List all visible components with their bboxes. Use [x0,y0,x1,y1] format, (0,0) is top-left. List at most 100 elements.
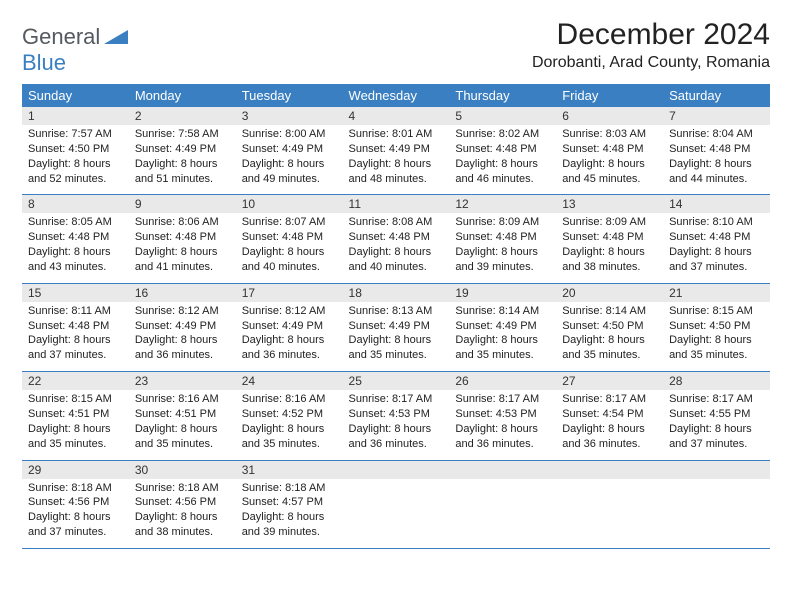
daylight-line: Daylight: 8 hours and 49 minutes. [242,157,337,187]
sunrise-line: Sunrise: 8:17 AM [562,392,657,407]
calendar-page: General Blue December 2024 Dorobanti, Ar… [0,0,792,567]
daynum-cell: 3 [236,107,343,125]
sunrise-line: Sunrise: 8:01 AM [349,127,444,142]
day-cell: Sunrise: 8:03 AMSunset: 4:48 PMDaylight:… [556,125,663,195]
daylight-line: Daylight: 8 hours and 37 minutes. [28,333,123,363]
sunset-line: Sunset: 4:50 PM [28,142,123,157]
sunset-line: Sunset: 4:50 PM [562,319,657,334]
daylight-line: Daylight: 8 hours and 38 minutes. [562,245,657,275]
daylight-line: Daylight: 8 hours and 35 minutes. [349,333,444,363]
sunset-line: Sunset: 4:49 PM [242,319,337,334]
daynum-cell: 12 [449,195,556,214]
sunrise-line: Sunrise: 8:03 AM [562,127,657,142]
col-thursday: Thursday [449,84,556,107]
sunset-line: Sunset: 4:51 PM [28,407,123,422]
day-cell: Sunrise: 8:08 AMSunset: 4:48 PMDaylight:… [343,213,450,283]
logo: General Blue [22,18,128,76]
daylight-line: Daylight: 8 hours and 35 minutes. [669,333,764,363]
sunrise-line: Sunrise: 8:18 AM [135,481,230,496]
week-5-daynum-row: 293031 [22,460,770,479]
sunrise-line: Sunrise: 8:11 AM [28,304,123,319]
title-block: December 2024 Dorobanti, Arad County, Ro… [532,18,770,72]
sunrise-line: Sunrise: 8:12 AM [135,304,230,319]
day-cell: Sunrise: 8:17 AMSunset: 4:55 PMDaylight:… [663,390,770,460]
daynum-cell: 9 [129,195,236,214]
daynum-cell: 5 [449,107,556,125]
page-header: General Blue December 2024 Dorobanti, Ar… [22,18,770,76]
day-cell: Sunrise: 8:16 AMSunset: 4:52 PMDaylight:… [236,390,343,460]
daylight-line: Daylight: 8 hours and 40 minutes. [242,245,337,275]
day-cell: Sunrise: 8:18 AMSunset: 4:56 PMDaylight:… [129,479,236,549]
daynum-cell: 22 [22,372,129,391]
col-friday: Friday [556,84,663,107]
daylight-line: Daylight: 8 hours and 41 minutes. [135,245,230,275]
daylight-line: Daylight: 8 hours and 36 minutes. [349,422,444,452]
daynum-cell: 21 [663,283,770,302]
daynum-cell: 25 [343,372,450,391]
sunrise-line: Sunrise: 8:15 AM [28,392,123,407]
week-1-content-row: Sunrise: 7:57 AMSunset: 4:50 PM Daylight:… [22,125,770,195]
sunrise-line: Sunrise: 7:58 AM [135,127,230,142]
day-cell: Sunrise: 8:13 AMSunset: 4:49 PMDaylight:… [343,302,450,372]
sunrise-line: Sunrise: 8:12 AM [242,304,337,319]
sunrise-line: Sunrise: 8:14 AM [455,304,550,319]
daynum-cell: 17 [236,283,343,302]
calendar-body: 1234567Sunrise: 7:57 AMSunset: 4:50 PMDa… [22,107,770,548]
day-cell: Sunrise: 8:02 AMSunset: 4:48 PMDaylight:… [449,125,556,195]
sunset-line: Sunset: 4:49 PM [349,142,444,157]
daynum-cell: 4 [343,107,450,125]
sunset-line: Sunset: 4:48 PM [135,230,230,245]
daylight-line: Daylight: 8 hours and 39 minutes. [242,510,337,540]
sunset-line: Sunset: 4:55 PM [669,407,764,422]
sunset-line: Sunset: 4:48 PM [242,230,337,245]
sunrise-line: Sunrise: 8:06 AM [135,215,230,230]
day-cell: Sunrise: 8:14 AMSunset: 4:50 PMDaylight:… [556,302,663,372]
day-cell: Sunrise: 8:15 AMSunset: 4:51 PMDaylight:… [22,390,129,460]
daylight-line: Daylight: 8 hours and 35 minutes. [28,422,123,452]
sunset-line: Sunset: 4:51 PM [135,407,230,422]
daynum-cell: 27 [556,372,663,391]
daynum-cell: 26 [449,372,556,391]
sunrise-line: Sunrise: 8:04 AM [669,127,764,142]
day-cell: Sunrise: 8:15 AMSunset: 4:50 PMDaylight:… [663,302,770,372]
col-saturday: Saturday [663,84,770,107]
day-cell: Sunrise: 8:12 AMSunset: 4:49 PMDaylight:… [236,302,343,372]
daylight-line: Daylight: 8 hours and 37 minutes. [28,510,123,540]
sunset-line: Sunset: 4:49 PM [455,319,550,334]
sunset-line: Sunset: 4:48 PM [669,230,764,245]
daylight-line: Daylight: 8 hours and 36 minutes. [455,422,550,452]
daylight-line: Daylight: 8 hours and 35 minutes. [242,422,337,452]
day-cell: Sunrise: 8:16 AMSunset: 4:51 PMDaylight:… [129,390,236,460]
day-cell: Sunrise: 8:11 AMSunset: 4:48 PMDaylight:… [22,302,129,372]
sunset-line: Sunset: 4:57 PM [242,495,337,510]
week-4-daynum-row: 22232425262728 [22,372,770,391]
daynum-cell: 24 [236,372,343,391]
daylight-line: Daylight: 8 hours and 39 minutes. [455,245,550,275]
day-cell: Sunrise: 8:09 AMSunset: 4:48 PMDaylight:… [449,213,556,283]
day-cell: Sunrise: 8:12 AMSunset: 4:49 PMDaylight:… [129,302,236,372]
sunrise-line: Sunrise: 7:57 AM [28,127,123,142]
day-cell: Sunrise: 8:05 AMSunset: 4:48 PMDaylight:… [22,213,129,283]
sunset-line: Sunset: 4:48 PM [562,142,657,157]
daynum-cell: 29 [22,460,129,479]
day-cell: Sunrise: 8:17 AMSunset: 4:53 PMDaylight:… [449,390,556,460]
day-cell: Sunrise: 8:10 AMSunset: 4:48 PMDaylight:… [663,213,770,283]
sunset-line: Sunset: 4:48 PM [455,230,550,245]
sunset-line: Sunset: 4:49 PM [349,319,444,334]
sunrise-line: Sunrise: 8:18 AM [28,481,123,496]
sunset-line: Sunset: 4:48 PM [669,142,764,157]
daylight-line: Daylight: 8 hours and 46 minutes. [455,157,550,187]
sunrise-line: Sunrise: 8:09 AM [562,215,657,230]
daylight-line: Daylight: 8 hours and 35 minutes. [135,422,230,452]
sunset-line: Sunset: 4:56 PM [135,495,230,510]
sunrise-line: Sunrise: 8:10 AM [669,215,764,230]
sunset-line: Sunset: 4:53 PM [455,407,550,422]
day-header-row: Sunday Monday Tuesday Wednesday Thursday… [22,84,770,107]
daynum-cell: 23 [129,372,236,391]
daynum-cell: 2 [129,107,236,125]
daynum-cell: 18 [343,283,450,302]
sunset-line: Sunset: 4:48 PM [28,319,123,334]
day-cell: Sunrise: 7:57 AMSunset: 4:50 PMDaylight:… [22,125,129,195]
daynum-cell: 10 [236,195,343,214]
day-cell: Sunrise: 8:06 AMSunset: 4:48 PMDaylight:… [129,213,236,283]
